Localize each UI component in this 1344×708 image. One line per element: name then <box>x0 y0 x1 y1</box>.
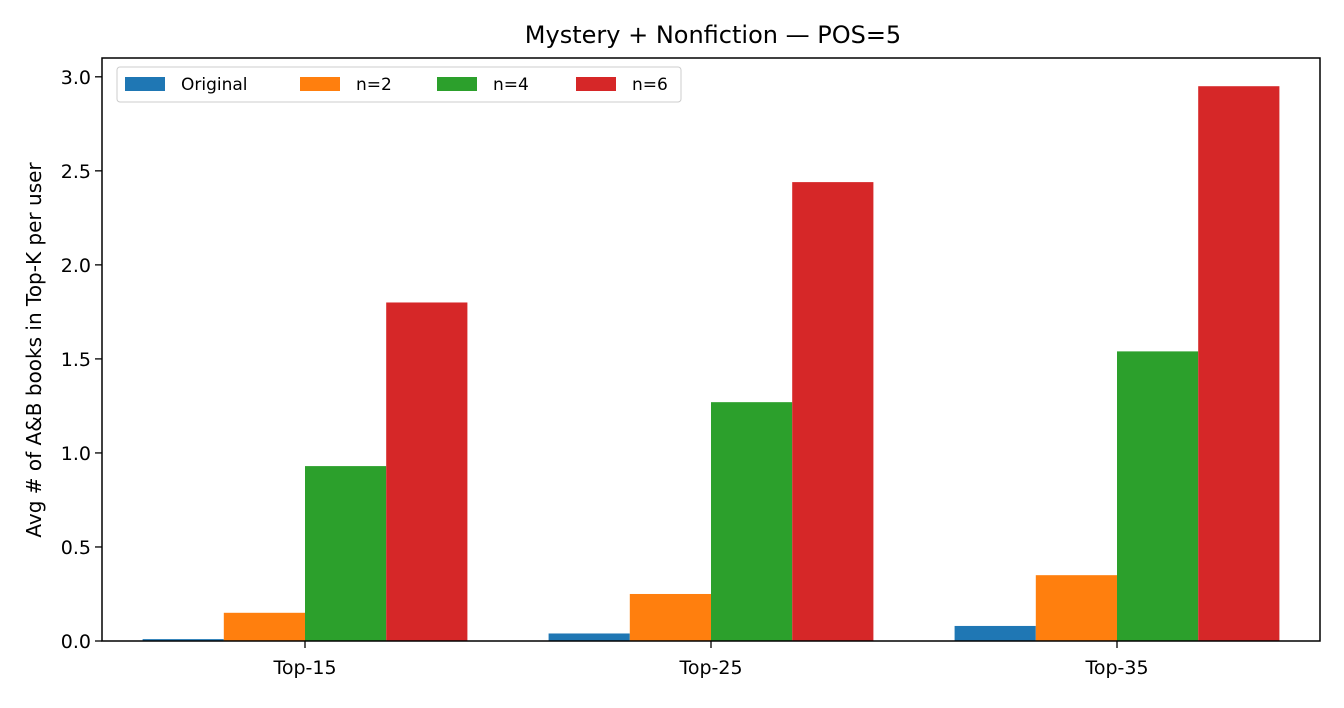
x-tick-label: Top-25 <box>678 657 742 679</box>
y-axis-label: Avg # of A&B books in Top-K per user <box>22 162 46 538</box>
legend-swatch <box>437 77 477 91</box>
bar-original-top-35 <box>954 625 1036 641</box>
y-tick-label: 0.5 <box>61 537 91 559</box>
x-tick-label: Top-35 <box>1084 657 1148 679</box>
bar-n6-top-35 <box>1198 86 1280 641</box>
bar-original-top-25 <box>548 633 630 641</box>
bar-n6-top-25 <box>792 182 874 641</box>
bar-n2-top-35 <box>1035 575 1117 641</box>
x-tick-label: Top-15 <box>272 657 336 679</box>
legend-label: n=4 <box>493 75 529 95</box>
bar-n2-top-25 <box>629 593 711 641</box>
bar-n4-top-35 <box>1117 351 1199 641</box>
y-tick-label: 2.0 <box>61 255 91 277</box>
legend-swatch <box>125 77 165 91</box>
legend-label: n=2 <box>356 75 392 95</box>
bar-n2-top-15 <box>223 612 305 641</box>
legend: Original n=2 n=4 n=6 <box>116 66 682 103</box>
bar-n4-top-15 <box>305 466 387 641</box>
legend-swatch <box>300 77 340 91</box>
bar-n4-top-25 <box>711 402 793 641</box>
y-tick-label: 0.0 <box>61 631 91 653</box>
bars-layer <box>142 86 1280 641</box>
chart-title: Mystery + Nonfiction — POS=5 <box>525 21 901 49</box>
ticks-layer: 0.0 0.5 1.0 1.5 2.0 2.5 3.0 Top-15 Top-25 Top-35 <box>61 67 1149 679</box>
bar-n6-top-15 <box>386 302 468 641</box>
y-tick-label: 1.5 <box>61 349 91 371</box>
y-tick-label: 1.0 <box>61 443 91 465</box>
y-tick-label: 2.5 <box>61 161 91 183</box>
legend-label: n=6 <box>632 75 668 95</box>
y-tick-label: 3.0 <box>61 67 91 89</box>
legend-label: Original <box>181 75 248 95</box>
bar-original-top-15 <box>142 639 224 641</box>
legend-box <box>116 66 682 103</box>
legend-swatch <box>576 77 616 91</box>
